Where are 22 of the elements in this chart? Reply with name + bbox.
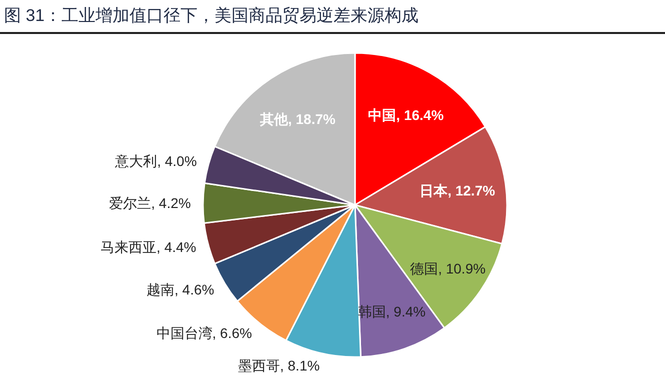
slice-label: 爱尔兰 bbox=[109, 194, 152, 211]
data-label: , 4.0% bbox=[157, 153, 197, 170]
slice-label: 意大利 bbox=[114, 153, 158, 170]
slice-label: 中国 bbox=[368, 107, 396, 124]
data-label: , 4.6% bbox=[174, 281, 214, 298]
slice-label: 其他 bbox=[258, 110, 289, 127]
data-label: , 18.7% bbox=[288, 110, 336, 127]
data-label: , 16.4% bbox=[396, 107, 444, 124]
chart-title: 图 31：工业增加值口径下，美国商品贸易逆差来源构成 bbox=[4, 6, 419, 25]
data-label: , 8.1% bbox=[280, 357, 320, 374]
data-label: , 6.6% bbox=[212, 324, 252, 341]
data-label: , 9.4% bbox=[386, 303, 426, 320]
data-label: , 10.9% bbox=[438, 260, 486, 277]
data-label: , 4.4% bbox=[156, 238, 196, 255]
slice-label: 日本 bbox=[420, 182, 449, 198]
data-label: , 12.7% bbox=[448, 182, 496, 198]
slice-label: 墨西哥 bbox=[238, 357, 280, 374]
slice-label: 德国 bbox=[410, 260, 438, 277]
slice-label: 中国台湾 bbox=[156, 324, 212, 341]
slice-label: 马来西亚 bbox=[100, 238, 157, 255]
slice-label: 越南 bbox=[146, 281, 175, 298]
data-label: , 4.2% bbox=[151, 194, 191, 211]
